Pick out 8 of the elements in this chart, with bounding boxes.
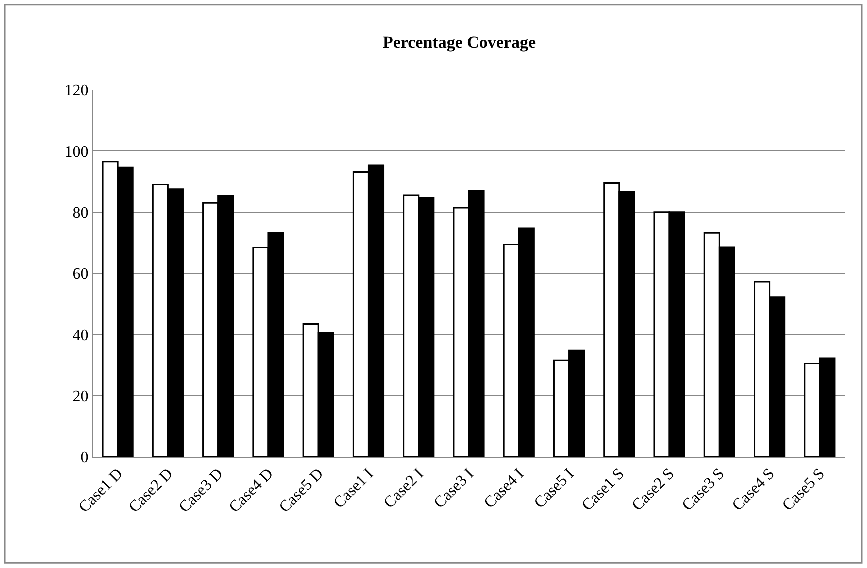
y-tick-label: 80 — [72, 204, 89, 222]
y-tick-label: 60 — [72, 266, 89, 284]
y-tick-label: 20 — [72, 388, 89, 406]
y-tick-label: 0 — [80, 450, 89, 467]
y-tick-label: 40 — [72, 327, 89, 344]
y-tick-label: 100 — [64, 144, 89, 161]
chart-title: Percentage Coverage — [382, 32, 536, 52]
y-tick-label: 120 — [64, 82, 89, 100]
